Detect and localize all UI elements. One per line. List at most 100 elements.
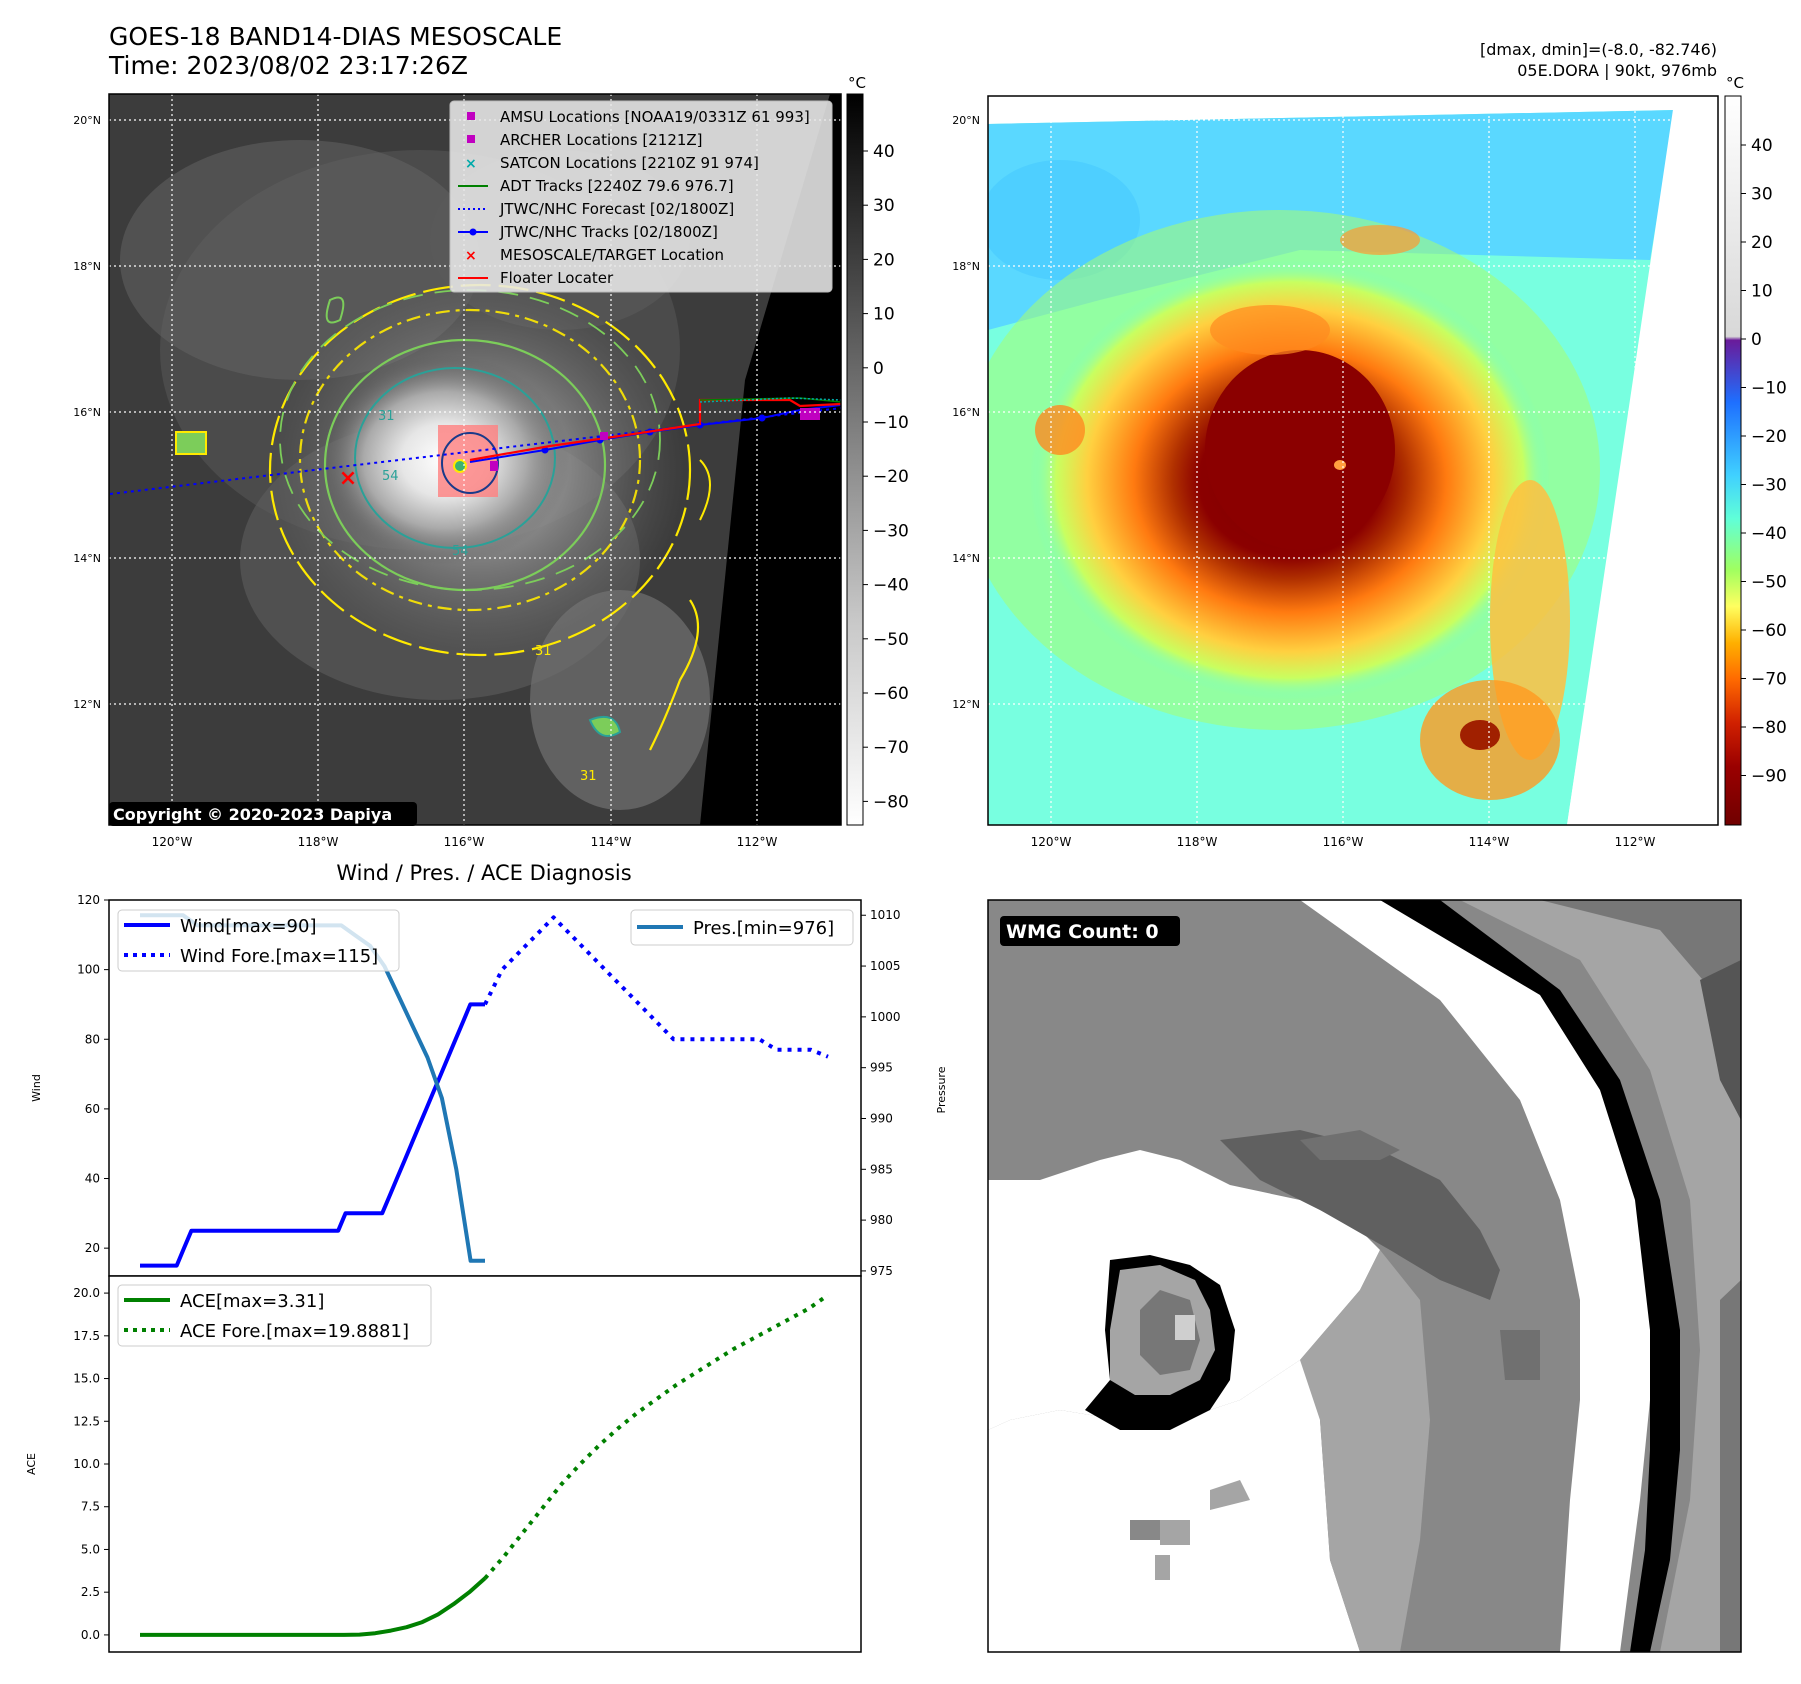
colorbar-tick: 20 bbox=[1751, 233, 1773, 253]
colorbar-tick: −80 bbox=[1751, 718, 1787, 738]
copyright-badge bbox=[109, 802, 417, 826]
diagnosis-title: Wind / Pres. / ACE Diagnosis bbox=[336, 861, 631, 885]
y-tick-label: 5.0 bbox=[81, 1542, 100, 1556]
colorbar-tick: −40 bbox=[873, 576, 909, 596]
wmg-count: WMG Count: 0 bbox=[1006, 921, 1159, 943]
ace-forecast-series-line bbox=[483, 1293, 830, 1580]
colorbar-tick: −10 bbox=[1751, 379, 1787, 399]
y-tick-label: 0.0 bbox=[81, 1628, 100, 1642]
pressure-legend: Pres.[min=976] bbox=[630, 909, 854, 946]
lon-label: 118°W bbox=[298, 835, 339, 849]
colorbar-unit: °C bbox=[848, 74, 866, 92]
lat-label: 12°N bbox=[73, 698, 101, 711]
lon-label: 116°W bbox=[1323, 835, 1364, 849]
dmax-dmin-readout: [dmax, dmin]=(-8.0, -82.746) bbox=[1480, 40, 1717, 59]
contour-label: 31 bbox=[580, 769, 597, 784]
legend-label: ADT Tracks [2240Z 79.6 976.7] bbox=[500, 177, 734, 195]
ir-legend: × × AMSU Locations [NOAA19/0331Z 61 993]… bbox=[449, 100, 833, 293]
legend-amsu-icon bbox=[467, 112, 475, 120]
svg-text:×: × bbox=[339, 466, 357, 491]
legend-satcon-icon: × bbox=[465, 156, 477, 172]
y-tick-label: 12.5 bbox=[73, 1414, 100, 1428]
copyright-text: Copyright © 2020-2023 Dapiya bbox=[113, 805, 392, 824]
y-tick-label: 985 bbox=[870, 1162, 893, 1176]
lon-label: 112°W bbox=[1615, 835, 1656, 849]
colorbar-tick: 40 bbox=[1751, 136, 1773, 156]
ace-ylabel: ACE bbox=[25, 1453, 38, 1475]
lon-label: 112°W bbox=[737, 835, 778, 849]
lat-label: 18°N bbox=[952, 260, 980, 273]
legend-target-icon: × bbox=[465, 248, 477, 264]
colorbar-tick: −70 bbox=[1751, 670, 1787, 690]
colorbar-tick: −20 bbox=[1751, 427, 1787, 447]
y-tick-label: 40 bbox=[85, 1172, 100, 1186]
contour-label: 31 bbox=[378, 409, 395, 424]
lat-label: 16°N bbox=[952, 406, 980, 419]
y-tick-label: 975 bbox=[870, 1264, 893, 1278]
ir-map: × 31 54 54 31 31 × × AMSU Locations [NOA… bbox=[73, 74, 909, 849]
legend-label: SATCON Locations [2210Z 91 974] bbox=[500, 154, 759, 172]
lon-label: 120°W bbox=[152, 835, 193, 849]
colorbar-tick: 10 bbox=[1751, 282, 1773, 302]
legend-label: ACE Fore.[max=19.8881] bbox=[180, 1321, 409, 1342]
lon-label: 120°W bbox=[1031, 835, 1072, 849]
colorbar-tick: 40 bbox=[873, 142, 895, 162]
contour-label: 31 bbox=[535, 644, 552, 659]
lat-label: 20°N bbox=[73, 114, 101, 127]
legend-label: Pres.[min=976] bbox=[693, 918, 834, 939]
y-tick-label: 20.0 bbox=[73, 1286, 100, 1300]
legend-label: MESOSCALE/TARGET Location bbox=[500, 246, 724, 264]
lat-label: 20°N bbox=[952, 114, 980, 127]
colorbar-tick: 10 bbox=[873, 305, 895, 325]
legend-label: ARCHER Locations [2121Z] bbox=[500, 131, 703, 149]
diagnosis-chart: Wind / Pres. / ACE Diagnosis 20 40 60 80 100… bbox=[25, 861, 948, 1653]
figure-title: GOES-18 BAND14-DIAS MESOSCALE bbox=[109, 22, 562, 51]
colorbar-tick: −30 bbox=[873, 521, 909, 541]
y-tick-label: 1000 bbox=[870, 1010, 901, 1024]
colorbar-tick: −70 bbox=[873, 738, 909, 758]
wmg-badge bbox=[1000, 916, 1180, 946]
wmg-panel: WMG Count: 0 bbox=[987, 899, 1742, 1653]
y-tick-label: 7.5 bbox=[81, 1500, 100, 1514]
ace-series-line bbox=[140, 1576, 487, 1637]
lat-label: 14°N bbox=[952, 552, 980, 565]
lat-label: 16°N bbox=[73, 406, 101, 419]
color-map: 20°N 18°N 16°N 14°N 12°N 120°W 118°W 116… bbox=[952, 74, 1787, 849]
legend-label: JTWC/NHC Tracks [02/1800Z] bbox=[499, 223, 718, 241]
colorbar-tick: −90 bbox=[1751, 767, 1787, 787]
lon-label: 118°W bbox=[1177, 835, 1218, 849]
wind-ylabel: Wind bbox=[30, 1074, 43, 1102]
lon-label: 114°W bbox=[591, 835, 632, 849]
legend-label: JTWC/NHC Forecast [02/1800Z] bbox=[499, 200, 734, 218]
y-tick-label: 15.0 bbox=[73, 1372, 100, 1386]
y-tick-label: 120 bbox=[77, 893, 100, 907]
colorbar-tick: −20 bbox=[873, 467, 909, 487]
y-tick-label: 60 bbox=[85, 1102, 100, 1116]
legend-label: Wind[max=90] bbox=[180, 916, 317, 937]
colorbar-tick: 30 bbox=[1751, 185, 1773, 205]
colorbar-unit: °C bbox=[1726, 74, 1744, 92]
colorbar-tick: 30 bbox=[873, 196, 895, 216]
legend-label: AMSU Locations [NOAA19/0331Z 61 993] bbox=[500, 108, 810, 126]
colorbar-tick: −50 bbox=[1751, 573, 1787, 593]
color-colorbar: °C 40 30 20 10 0 −10 −20 −30 −40 −50 −60 −70 −80 −90 bbox=[1724, 74, 1787, 826]
figure-time: Time: 2023/08/02 23:17:26Z bbox=[108, 51, 468, 80]
lon-label: 116°W bbox=[444, 835, 485, 849]
colorbar-tick: −50 bbox=[873, 630, 909, 650]
colorbar-tick: −40 bbox=[1751, 524, 1787, 544]
y-tick-label: 10.0 bbox=[73, 1457, 100, 1471]
contour-label: 54 bbox=[452, 544, 469, 559]
colorbar-tick: 20 bbox=[873, 250, 895, 270]
lat-label: 12°N bbox=[952, 698, 980, 711]
legend-label: ACE[max=3.31] bbox=[180, 1291, 324, 1312]
colorbar-tick: −60 bbox=[873, 684, 909, 704]
colorbar-tick: −30 bbox=[1751, 476, 1787, 496]
legend-archer-icon bbox=[467, 135, 475, 143]
lat-label: 18°N bbox=[73, 260, 101, 273]
y-tick-label: 80 bbox=[85, 1032, 100, 1046]
y-tick-label: 17.5 bbox=[73, 1329, 100, 1343]
lon-label: 114°W bbox=[1469, 835, 1510, 849]
contour-label: 54 bbox=[382, 469, 399, 484]
y-tick-label: 995 bbox=[870, 1061, 893, 1075]
colorbar-tick: −80 bbox=[873, 792, 909, 812]
